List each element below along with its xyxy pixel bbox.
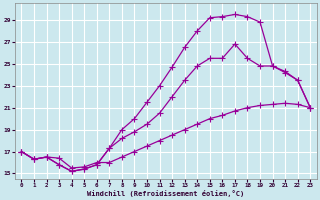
X-axis label: Windchill (Refroidissement éolien,°C): Windchill (Refroidissement éolien,°C) — [87, 190, 244, 197]
